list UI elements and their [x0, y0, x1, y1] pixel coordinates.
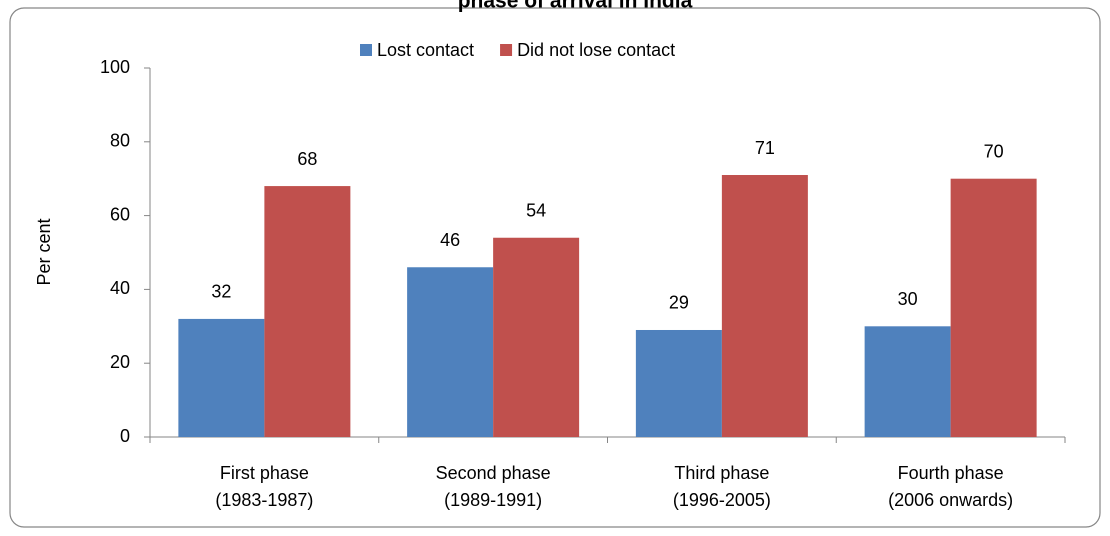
x-tick-label: Second phase: [436, 463, 551, 483]
bar: [721, 175, 808, 437]
x-tick-label: (1996-2005): [673, 490, 771, 510]
data-label: 30: [898, 289, 918, 309]
bar: [407, 267, 494, 437]
legend-label: Lost contact: [377, 40, 474, 60]
bar: [493, 237, 580, 437]
legend-swatch: [360, 44, 372, 56]
y-tick-label: 40: [110, 278, 130, 298]
x-tick-label: Third phase: [674, 463, 769, 483]
x-tick-label: First phase: [220, 463, 309, 483]
data-label: 29: [669, 293, 689, 313]
x-tick-label: (1983-1987): [215, 490, 313, 510]
data-label: 68: [297, 149, 317, 169]
bar: [635, 329, 722, 437]
data-label: 54: [526, 200, 546, 220]
data-label: 46: [440, 230, 460, 250]
bar: [264, 186, 351, 437]
bar: [950, 178, 1037, 437]
y-tick-label: 0: [120, 426, 130, 446]
bar: [178, 318, 265, 437]
y-tick-label: 80: [110, 131, 130, 151]
x-tick-label: (2006 onwards): [888, 490, 1013, 510]
legend-swatch: [500, 44, 513, 56]
x-tick-label: (1989-1991): [444, 490, 542, 510]
bar: [864, 326, 951, 437]
chart-title: phase of arrival in India: [458, 0, 693, 13]
y-axis-label: Per cent: [34, 218, 54, 285]
y-tick-label: 100: [100, 57, 130, 77]
y-tick-label: 60: [110, 204, 130, 224]
data-label: 70: [984, 141, 1004, 161]
y-tick-label: 20: [110, 352, 130, 372]
legend-label: Did not lose contact: [517, 40, 675, 60]
data-label: 71: [755, 138, 775, 158]
data-label: 32: [211, 282, 231, 302]
x-tick-label: Fourth phase: [898, 463, 1004, 483]
